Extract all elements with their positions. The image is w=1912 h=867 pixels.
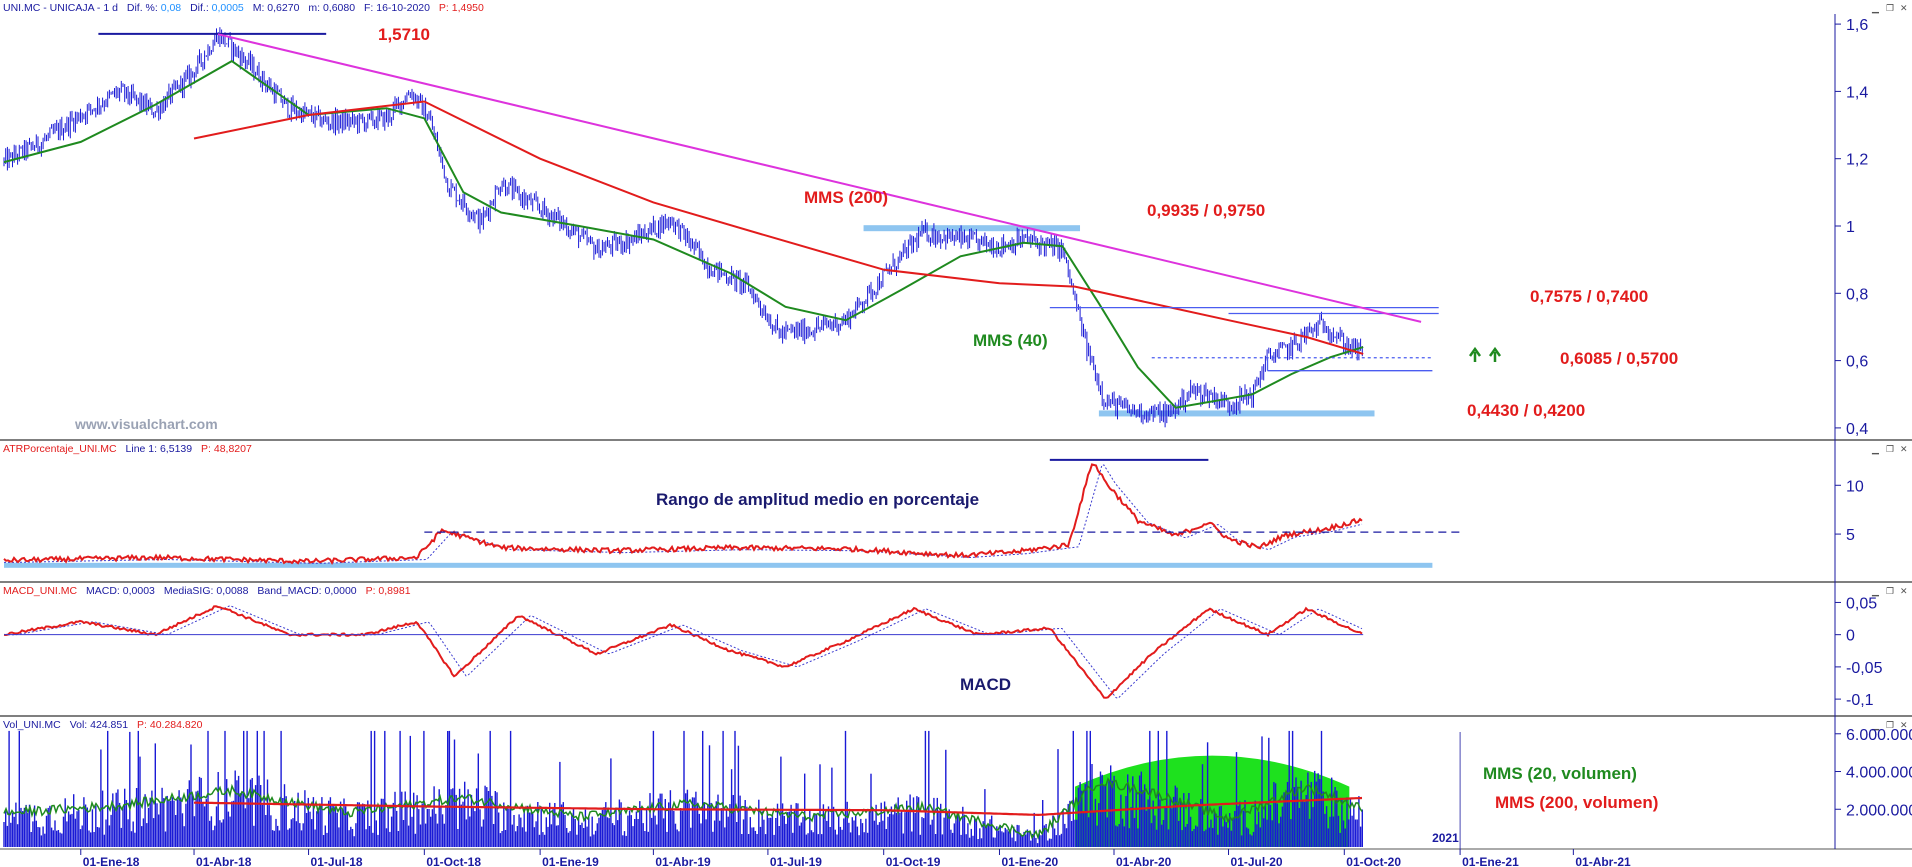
x-year-label: 2021 <box>1432 831 1459 845</box>
x-tick-label: 01-Oct-19 <box>886 855 941 867</box>
level-label-upper: 0,7575 / 0,7400 <box>1530 287 1648 306</box>
annotation-layer <box>4 32 1502 636</box>
macd-panel-header: MACD_UNI.MC MACD: 0,0003 MediaSIG: 0,008… <box>3 585 411 597</box>
x-tick-label: 01-Ene-21 <box>1462 855 1519 867</box>
volume-tick-label: 6.000.000 <box>1846 727 1912 744</box>
price-tick-label: 0,4 <box>1846 421 1868 438</box>
macd-tick-label: -0,05 <box>1846 660 1883 677</box>
atr-title: Rango de amplitud medio en porcentaje <box>656 490 979 509</box>
volume-panel-header: Vol_UNI.MC Vol: 424.851 P: 40.284.820 <box>3 719 203 731</box>
up-arrow-icon <box>1468 346 1482 362</box>
trendline <box>217 33 1422 323</box>
macd-tick-label: -0,1 <box>1846 692 1874 709</box>
x-tick-label: 01-Jul-18 <box>311 855 363 867</box>
minimize-icon[interactable]: ▁ <box>1871 721 1880 731</box>
close-icon[interactable]: ✕ <box>1900 587 1908 597</box>
x-tick-label: 01-Ene-19 <box>542 855 599 867</box>
axes-layer: 1,6 1,4 1,2 1 0,8 0,6 0,4 10 5 0,05 0 -0,05 -0,1 6.00… <box>80 17 1912 867</box>
x-tick-label: 01-Ene-20 <box>1001 855 1058 867</box>
volume-window-buttons[interactable]: ▁ ❐ ✕ <box>1871 721 1908 731</box>
level-label-low: 0,4430 / 0,4200 <box>1467 401 1585 420</box>
atr-tick-label: 5 <box>1846 527 1855 544</box>
x-tick-label: 01-Ene-18 <box>83 855 140 867</box>
macd-tick-label: 0,05 <box>1846 595 1877 612</box>
minimize-icon[interactable]: ▁ <box>1871 587 1880 597</box>
x-tick-label: 01-Jul-20 <box>1231 855 1283 867</box>
restore-icon[interactable]: ❐ <box>1886 4 1894 14</box>
atr-window-buttons[interactable]: ▁ ❐ ✕ <box>1871 445 1908 455</box>
price-tick-label: 1,2 <box>1846 152 1868 169</box>
mms200-label: MMS (200) <box>804 188 888 207</box>
price-tick-label: 0,8 <box>1846 286 1868 303</box>
macd-line <box>3 605 1363 699</box>
close-icon[interactable]: ✕ <box>1900 721 1908 731</box>
mms200-line <box>193 100 1364 355</box>
macd-tick-label: 0 <box>1846 628 1855 645</box>
vol-mms20-line <box>3 777 1363 840</box>
atr-signal-line <box>4 464 1363 564</box>
price-tick-label: 1,6 <box>1846 17 1868 34</box>
restore-icon[interactable]: ❐ <box>1886 587 1894 597</box>
minimize-icon[interactable]: ▁ <box>1871 445 1880 455</box>
x-tick-label: 01-Abr-21 <box>1575 855 1631 867</box>
minimize-icon[interactable]: ▁ <box>1871 4 1880 14</box>
volume-tick-label: 2.000.000 <box>1846 802 1912 819</box>
price-tick-label: 1,4 <box>1846 84 1868 101</box>
volume-bars <box>3 730 1364 847</box>
resistance-band <box>863 225 1081 232</box>
x-tick-label: 01-Abr-20 <box>1116 855 1172 867</box>
macd-title: MACD <box>960 675 1011 694</box>
atr-tick-label: 10 <box>1846 478 1864 495</box>
x-tick-label: 01-Oct-18 <box>426 855 481 867</box>
atr-line <box>3 463 1363 565</box>
close-icon[interactable]: ✕ <box>1900 445 1908 455</box>
price-tick-label: 1 <box>1846 219 1855 236</box>
x-tick-label: 01-Oct-20 <box>1346 855 1401 867</box>
x-tick-label: 01-Abr-19 <box>655 855 711 867</box>
price-panel-header: UNI.MC - UNICAJA - 1 d Dif. %: 0,08 Dif.… <box>3 2 484 14</box>
price-tick-label: 0,6 <box>1846 354 1868 371</box>
atr-panel-header: ATRPorcentaje_UNI.MC Line 1: 6,5139 P: 4… <box>3 443 252 455</box>
vol-mms200-label: MMS (200, volumen) <box>1495 793 1658 812</box>
watermark: www.visualchart.com <box>74 416 218 432</box>
level-label-resistance: 0,9935 / 0,9750 <box>1147 201 1265 220</box>
price-window-buttons[interactable]: ▁ ❐ ✕ <box>1871 4 1908 14</box>
restore-icon[interactable]: ❐ <box>1886 445 1894 455</box>
macd-window-buttons[interactable]: ▁ ❐ ✕ <box>1871 587 1908 597</box>
volume-tick-label: 4.000.000 <box>1846 765 1912 782</box>
vol-mms20-label: MMS (20, volumen) <box>1483 764 1637 783</box>
up-arrow-icon <box>1488 346 1502 362</box>
atr-series <box>3 463 1363 565</box>
window-controls: ▁ ❐ ✕ ▁ ❐ ✕ ▁ ❐ ✕ ▁ ❐ ✕ <box>1871 4 1908 731</box>
x-tick-label: 01-Jul-19 <box>770 855 822 867</box>
atr-base-band <box>4 562 1433 568</box>
x-tick-label: 01-Abr-18 <box>196 855 252 867</box>
mms40-label: MMS (40) <box>973 331 1048 350</box>
macd-signal-line <box>4 605 1363 699</box>
level-label-top: 1,5710 <box>378 25 430 44</box>
restore-icon[interactable]: ❐ <box>1886 721 1894 731</box>
level-label-mid: 0,6085 / 0,5700 <box>1560 349 1678 368</box>
close-icon[interactable]: ✕ <box>1900 4 1908 14</box>
vol-mms200-line <box>194 796 1363 817</box>
